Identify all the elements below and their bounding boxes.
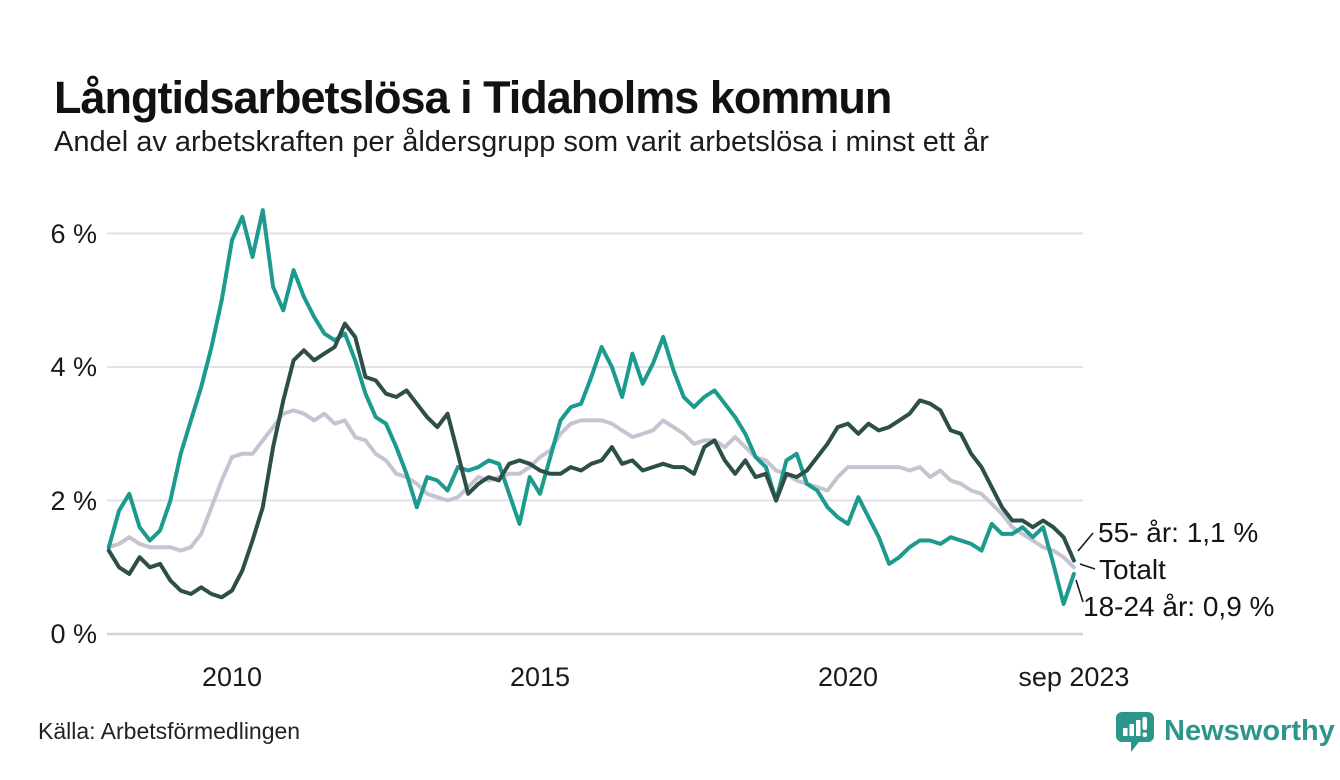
callout-lines xyxy=(1075,532,1096,603)
y-axis-label: 2 % xyxy=(50,485,97,516)
x-axis-label: sep 2023 xyxy=(1018,662,1130,692)
newsworthy-brand: Newsworthy xyxy=(1114,710,1335,753)
x-axis-label: 2015 xyxy=(509,662,571,692)
series-line-55-r xyxy=(106,321,1076,600)
series-line-totalt xyxy=(106,408,1076,570)
chart-subtitle: Andel av arbetskraften per åldersgrupp s… xyxy=(54,126,989,158)
series-lines xyxy=(106,208,1076,606)
newsworthy-logo-icon xyxy=(1116,712,1154,752)
x-axis-label: 2010 xyxy=(201,662,263,692)
gridlines xyxy=(107,232,1083,636)
annotation-totalt: Totalt xyxy=(1099,554,1166,585)
y-axis-label: 4 % xyxy=(50,352,97,382)
annotation-18-24-ar: 18-24 år: 0,9 % xyxy=(1083,591,1275,622)
annotation-55-ar: 55- år: 1,1 % xyxy=(1098,517,1259,548)
y-axis-label: 6 % xyxy=(50,218,97,249)
newsworthy-wordmark: Newsworthy xyxy=(1164,715,1335,747)
y-axis-label: 0 % xyxy=(50,619,97,649)
source-note: Källa: Arbetsförmedlingen xyxy=(38,718,301,744)
callout-line-55 xyxy=(1077,532,1094,552)
x-axis-label: 2020 xyxy=(817,662,879,692)
callout-line-18-24 xyxy=(1075,579,1084,603)
series-line-18-24-r xyxy=(106,208,1076,606)
callout-line-totalt xyxy=(1079,563,1096,570)
page-title: Långtidsarbetslösa i Tidaholms kommun xyxy=(54,72,892,124)
